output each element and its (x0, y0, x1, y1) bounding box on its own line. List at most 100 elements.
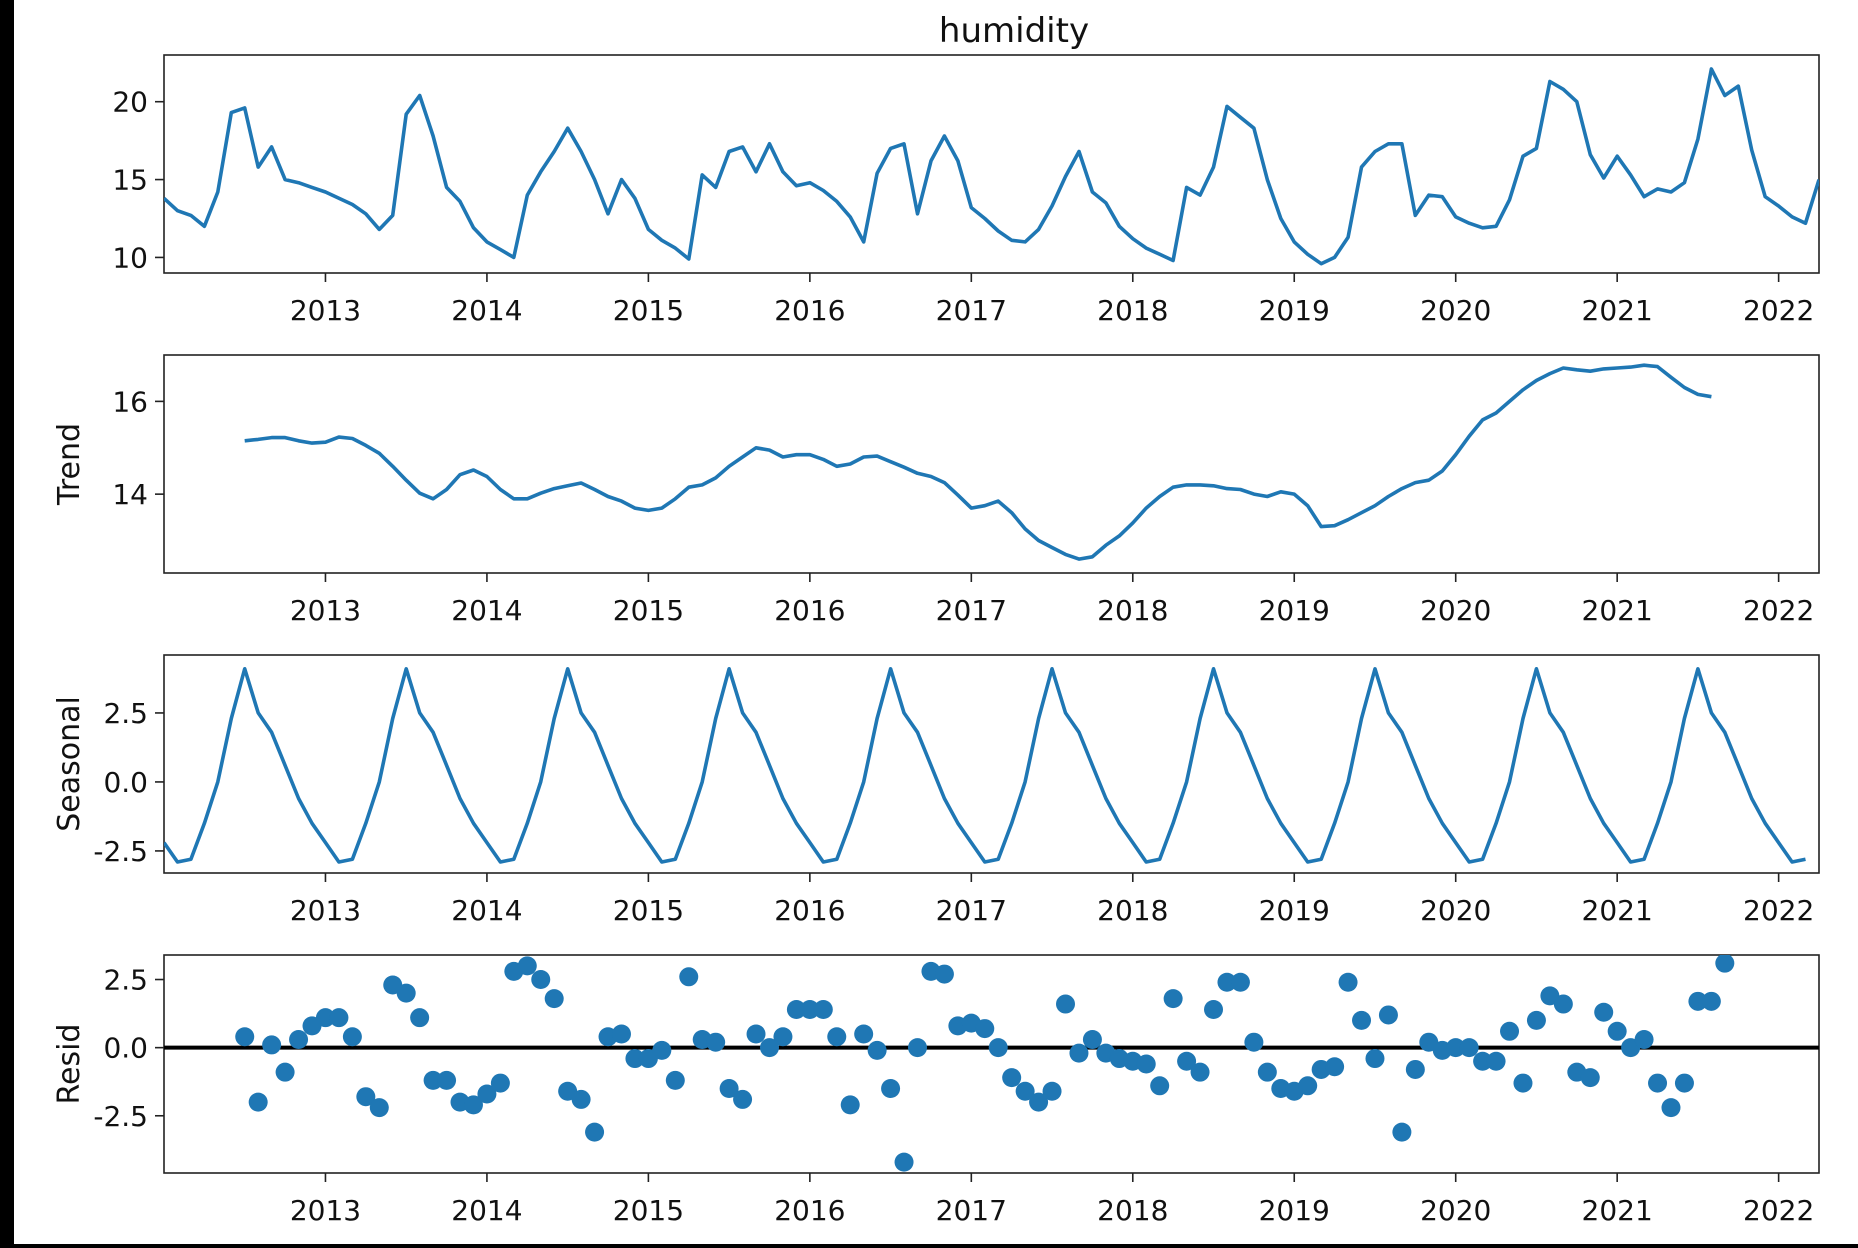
series-line (164, 666, 1806, 864)
plot-frame (163, 54, 1820, 274)
x-tick-label: 2022 (1743, 894, 1814, 927)
resid-point (544, 989, 564, 1009)
x-tick-label: 2015 (613, 594, 684, 627)
resid-point (1325, 1057, 1345, 1077)
panel-3: 2013 2014 2015 2016 2017 2018 2019 2020 2021 2022… (52, 654, 1820, 927)
x-tick-label: 2019 (1259, 1194, 1330, 1227)
y-tick-label: -2.5 (93, 835, 148, 868)
resid-point (813, 1000, 833, 1019)
series-line (164, 67, 1819, 266)
y-tick-label: 0.0 (103, 766, 148, 799)
resid-point (786, 1000, 806, 1019)
resid-point (1069, 1043, 1089, 1063)
resid-point (665, 1070, 685, 1090)
resid-point (800, 1000, 820, 1019)
x-tick-label: 2020 (1420, 1194, 1491, 1227)
y-tick-label: 2.5 (103, 697, 148, 730)
resid-point (1688, 991, 1708, 1011)
resid-point (1486, 1051, 1506, 1071)
resid-point (463, 1095, 483, 1115)
x-tick-label: 2013 (290, 1194, 361, 1227)
y-axis-label: Trend (52, 423, 87, 506)
resid-point (1607, 1021, 1627, 1041)
resid-point (625, 1049, 645, 1069)
resid-point (571, 1089, 591, 1109)
resid-point (1338, 972, 1358, 992)
x-tick-label: 2014 (451, 294, 522, 327)
resid-point (235, 1027, 255, 1047)
resid-point (773, 1027, 793, 1047)
x-tick-label: 2022 (1743, 594, 1814, 627)
x-tick-label: 2015 (613, 1194, 684, 1227)
resid-point (1257, 1062, 1277, 1082)
x-tick-label: 2013 (290, 294, 361, 327)
resid-point (410, 1008, 430, 1028)
resid-point (585, 1122, 605, 1142)
y-tick-label: 0.0 (103, 1032, 148, 1065)
resid-point (854, 1024, 874, 1044)
resid-point (423, 1070, 443, 1090)
resid-point (1661, 1098, 1681, 1118)
resid-point (369, 1098, 389, 1118)
resid-point (517, 956, 537, 976)
resid-point (1580, 1068, 1600, 1088)
series-line (244, 363, 1712, 561)
plot-frame (163, 954, 1820, 1174)
resid-point (315, 1008, 335, 1028)
resid-point (1459, 1038, 1479, 1058)
resid-point (289, 1029, 309, 1049)
y-tick-label: -2.5 (93, 1100, 148, 1133)
x-tick-label: 2015 (613, 894, 684, 927)
resid-point (490, 1073, 510, 1093)
resid-point (437, 1070, 457, 1090)
resid-point (1701, 991, 1721, 1011)
x-tick-label: 2021 (1582, 594, 1653, 627)
resid-point (1190, 1062, 1210, 1082)
y-tick-label: 16 (112, 385, 148, 418)
resid-point (934, 964, 954, 984)
x-tick-label: 2022 (1743, 1194, 1814, 1227)
resid-point (719, 1079, 739, 1099)
resid-point (840, 1095, 860, 1115)
resid-point (759, 1038, 779, 1058)
resid-point (894, 1152, 914, 1172)
x-tick-label: 2019 (1259, 594, 1330, 627)
resid-point (679, 967, 699, 987)
resid-point (1042, 1081, 1062, 1101)
resid-point (1136, 1054, 1156, 1074)
resid-point (342, 1027, 362, 1047)
resid-point (1634, 1029, 1654, 1049)
resid-point (881, 1079, 901, 1099)
resid-point (1473, 1051, 1493, 1071)
resid-point (907, 1038, 927, 1058)
resid-point (1177, 1051, 1197, 1071)
x-tick-label: 2018 (1097, 294, 1168, 327)
resid-point (1002, 1068, 1022, 1088)
resid-point (356, 1087, 376, 1107)
x-tick-label: 2022 (1743, 294, 1814, 327)
resid-point (827, 1027, 847, 1047)
resid-point (396, 983, 416, 1003)
resid-point (531, 970, 551, 990)
x-tick-label: 2018 (1097, 594, 1168, 627)
panel-4: 2013 2014 2015 2016 2017 2018 2019 2020 2021 2022… (52, 954, 1820, 1227)
x-tick-label: 2021 (1582, 1194, 1653, 1227)
resid-point (1352, 1010, 1372, 1030)
resid-point (1392, 1122, 1412, 1142)
x-tick-label: 2020 (1420, 294, 1491, 327)
x-tick-label: 2018 (1097, 894, 1168, 927)
x-tick-label: 2019 (1259, 894, 1330, 927)
figure: humidity 2013 2014 2015 2016 2017 2018 2019 202… (14, 0, 1858, 1244)
resid-point (1056, 994, 1076, 1014)
x-tick-label: 2016 (774, 294, 845, 327)
x-tick-label: 2014 (451, 894, 522, 927)
resid-point (1674, 1073, 1694, 1093)
panel-2: 2013 2014 2015 2016 2017 2018 2019 2020 2021 2022… (52, 354, 1820, 627)
x-tick-label: 2017 (936, 294, 1007, 327)
x-tick-label: 2019 (1259, 294, 1330, 327)
resid-point (477, 1084, 497, 1104)
x-tick-label: 2017 (936, 594, 1007, 627)
resid-point (1244, 1032, 1264, 1052)
x-tick-label: 2014 (451, 594, 522, 627)
y-tick-label: 14 (112, 478, 148, 511)
